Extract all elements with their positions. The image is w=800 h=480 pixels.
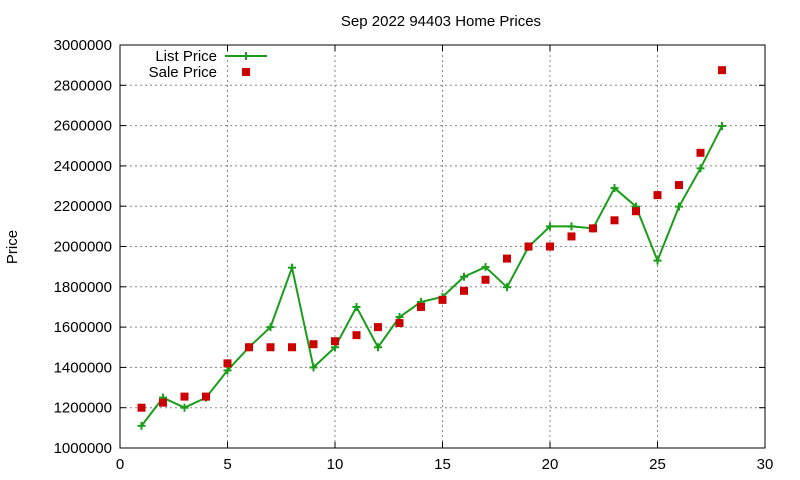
axis-ticks: 0 5 10 15 20 25 30 1000000 1200000 1400000 1600000… (54, 37, 774, 473)
y-tick-label: 2400000 (54, 158, 112, 175)
sale-price-point (675, 181, 683, 190)
list-price-point (288, 263, 296, 272)
x-tick-label: 5 (223, 456, 231, 473)
sale-price-point (245, 343, 253, 352)
list-price-line (140, 125, 723, 427)
list-price-point (503, 283, 511, 292)
sale-price-point (632, 207, 640, 216)
list-price-point (352, 302, 361, 311)
sale-price-point (460, 286, 468, 295)
sale-price-point (331, 337, 339, 346)
sale-price-point (417, 302, 425, 311)
sale-price-point (589, 224, 597, 233)
list-price-point (675, 202, 683, 211)
chart-title: Sep 2022 94403 Home Prices (341, 13, 541, 30)
list-price-point (696, 164, 705, 173)
list-price-point (567, 222, 576, 231)
x-tick-label: 20 (542, 456, 559, 473)
x-tick-label: 30 (757, 456, 774, 473)
sale-price-point (223, 359, 232, 368)
sale-price-point (524, 242, 533, 251)
sale-price-point (266, 343, 275, 352)
y-tick-label: 1000000 (54, 440, 112, 457)
sale-price-point (503, 254, 511, 263)
list-price-point (137, 421, 146, 430)
y-tick-label: 3000000 (54, 37, 112, 54)
sale-price-point (696, 148, 705, 157)
x-tick-label: 0 (116, 456, 124, 473)
sale-price-point (374, 323, 382, 332)
plot-frame (119, 44, 766, 449)
y-tick-label: 1800000 (54, 279, 112, 296)
x-tick-label: 25 (649, 456, 666, 473)
x-tick-label: 10 (327, 456, 344, 473)
sale-price-point (352, 331, 361, 340)
sale-price-point (180, 392, 189, 401)
sale-price-point (718, 66, 726, 75)
list-price-point (653, 256, 662, 265)
sale-price-point (653, 191, 662, 200)
x-tick-label: 15 (434, 456, 451, 473)
legend-label: List Price (155, 48, 217, 65)
list-price-point (374, 343, 382, 352)
y-tick-label: 1200000 (54, 400, 112, 417)
y-tick-label: 2600000 (54, 118, 112, 135)
y-axis-label: Price (4, 230, 21, 264)
sale-price-point (159, 398, 167, 407)
sale-price-point (481, 275, 490, 284)
y-tick-label: 2800000 (54, 77, 112, 94)
sale-price-point (137, 403, 146, 412)
sale-price-point (395, 319, 404, 328)
list-price-point (481, 263, 490, 272)
y-tick-label: 1600000 (54, 319, 112, 336)
legend-marker (242, 68, 250, 76)
list-price-point (309, 363, 318, 372)
list-price-point (180, 403, 189, 412)
y-tick-label: 2200000 (54, 198, 112, 215)
legend-marker (242, 52, 250, 60)
y-tick-label: 2000000 (54, 239, 112, 256)
list-price-point (610, 184, 619, 193)
list-price-point (546, 222, 554, 231)
list-price-point (266, 323, 275, 332)
sale-price-point (438, 295, 447, 304)
sale-price-point (309, 340, 318, 349)
grid (120, 45, 765, 448)
sale-price-point (288, 343, 296, 352)
list-price-point (460, 272, 468, 281)
sale-price-point (567, 232, 576, 241)
legend-label: Sale Price (149, 64, 217, 81)
sale-price-point (202, 392, 210, 401)
sale-price-point (546, 242, 554, 251)
list-price-point (223, 366, 232, 375)
sale-price-point (610, 216, 619, 225)
list-price-point (718, 122, 726, 131)
series-area (137, 66, 726, 430)
y-tick-label: 1400000 (54, 359, 112, 376)
